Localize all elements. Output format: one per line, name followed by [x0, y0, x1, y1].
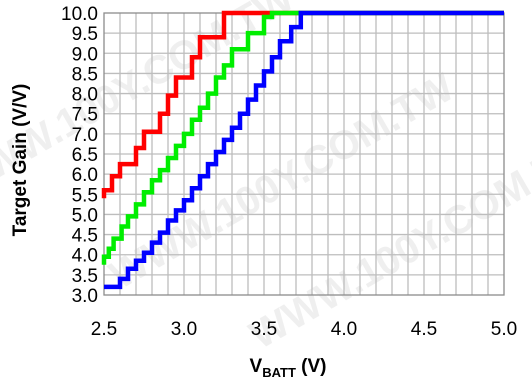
y-tick-label: 7.5 — [72, 105, 98, 126]
x-tick-label: 4.5 — [411, 319, 437, 340]
y-tick-label: 5.0 — [72, 205, 98, 226]
x-tick-label: 3.5 — [251, 319, 277, 340]
x-tick-label: 3.0 — [171, 319, 197, 340]
y-tick-label: 4.5 — [72, 226, 98, 247]
x-axis-title: VBATT (V) — [250, 356, 327, 380]
y-tick-label: 5.5 — [72, 185, 98, 206]
y-tick-label: 9.5 — [72, 24, 98, 45]
x-axis-title-subscript: BATT — [262, 365, 296, 380]
y-tick-label: 4.0 — [72, 246, 98, 267]
series-layer — [101, 10, 504, 290]
y-tick-label: 3.0 — [72, 286, 98, 307]
y-tick-label: 3.5 — [72, 266, 98, 287]
y-tick-label: 8.0 — [72, 85, 98, 106]
x-tick-label: 2.5 — [91, 319, 117, 340]
x-axis-title-unit: (V) — [296, 356, 327, 377]
x-axis-title-main: V — [250, 356, 263, 377]
grid — [104, 13, 504, 295]
series-line — [101, 10, 504, 265]
y-tick-label: 6.0 — [72, 165, 98, 186]
series-line — [104, 10, 504, 290]
y-tick-label: 9.0 — [72, 44, 98, 65]
x-tick-label: 5.0 — [491, 319, 517, 340]
y-tick-labels: 3.03.54.04.55.05.56.06.57.07.58.08.59.09… — [61, 4, 98, 307]
x-tick-labels: 2.5 3.0 3.5 4.0 4.5 5.0 — [91, 319, 517, 340]
series-line — [101, 10, 504, 199]
y-axis-title: Target Gain (V/V) — [10, 84, 31, 237]
y-tick-label: 7.0 — [72, 125, 98, 146]
y-tick-label: 8.5 — [72, 64, 98, 85]
x-tick-label: 4.0 — [331, 319, 357, 340]
y-tick-label: 10.0 — [61, 4, 98, 25]
y-tick-label: 6.5 — [72, 145, 98, 166]
